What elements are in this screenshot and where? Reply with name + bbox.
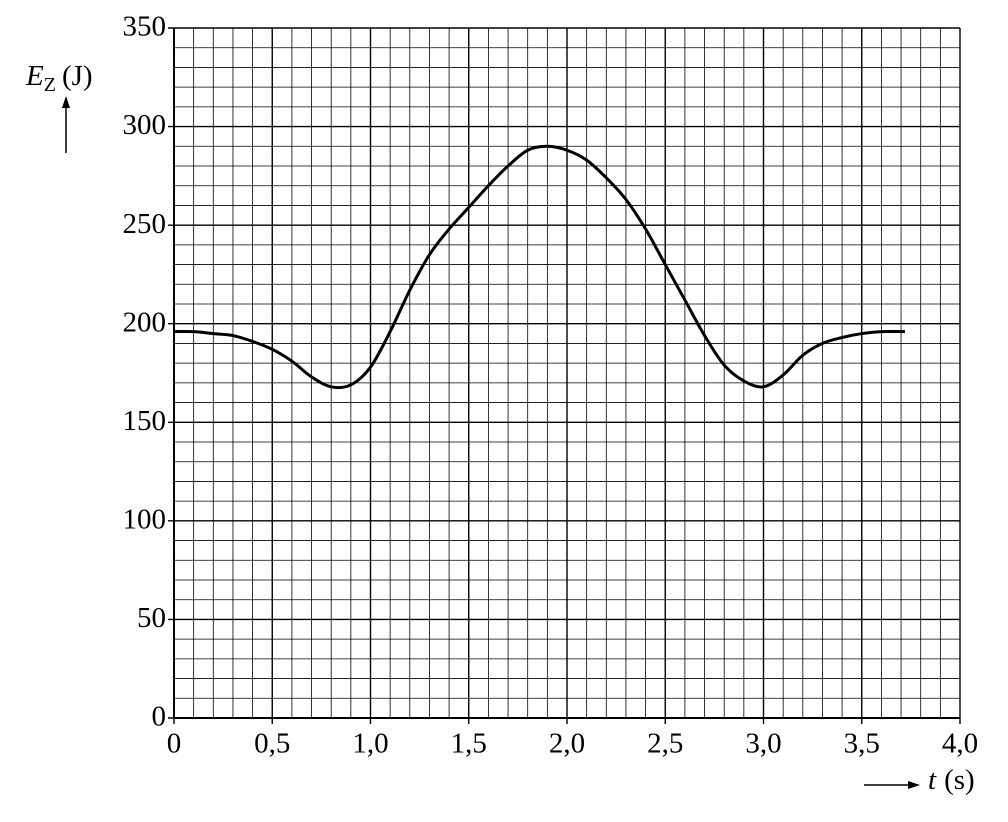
x-arrow-head	[908, 781, 920, 789]
data-line	[173, 144, 905, 390]
y-axis-label: EZ (J)	[25, 60, 93, 96]
x-tick-label: 0,5	[254, 728, 290, 760]
y-tick-label: 100	[123, 504, 167, 536]
y-label-unit: (J)	[62, 60, 93, 92]
y-arrow-head	[62, 96, 70, 108]
grid	[168, 27, 961, 724]
y-tick-label: 50	[137, 602, 166, 634]
y-label-subscript: Z	[44, 74, 56, 96]
x-tick-label: 3,5	[844, 728, 880, 760]
x-tick-label: 1,0	[352, 728, 388, 760]
x-tick-label: 2,5	[647, 728, 683, 760]
y-label-symbol: E	[25, 60, 44, 92]
y-tick-label: 250	[123, 208, 167, 240]
x-tick-label: 3,0	[745, 728, 781, 760]
y-tick-label: 200	[123, 306, 167, 338]
x-tick-label: 4,0	[942, 728, 978, 760]
y-tick-label: 300	[123, 109, 167, 141]
y-tick-label: 0	[152, 701, 167, 733]
x-label-unit: (s)	[944, 764, 975, 796]
y-tick-label: 350	[123, 11, 167, 43]
x-tick-label: 2,0	[549, 728, 585, 760]
x-tick-label: 0	[167, 728, 182, 760]
x-axis-label: t (s)	[928, 764, 975, 796]
x-label-symbol: t	[928, 764, 937, 796]
x-tick-label: 1,5	[451, 728, 487, 760]
y-tick-label: 150	[123, 405, 167, 437]
